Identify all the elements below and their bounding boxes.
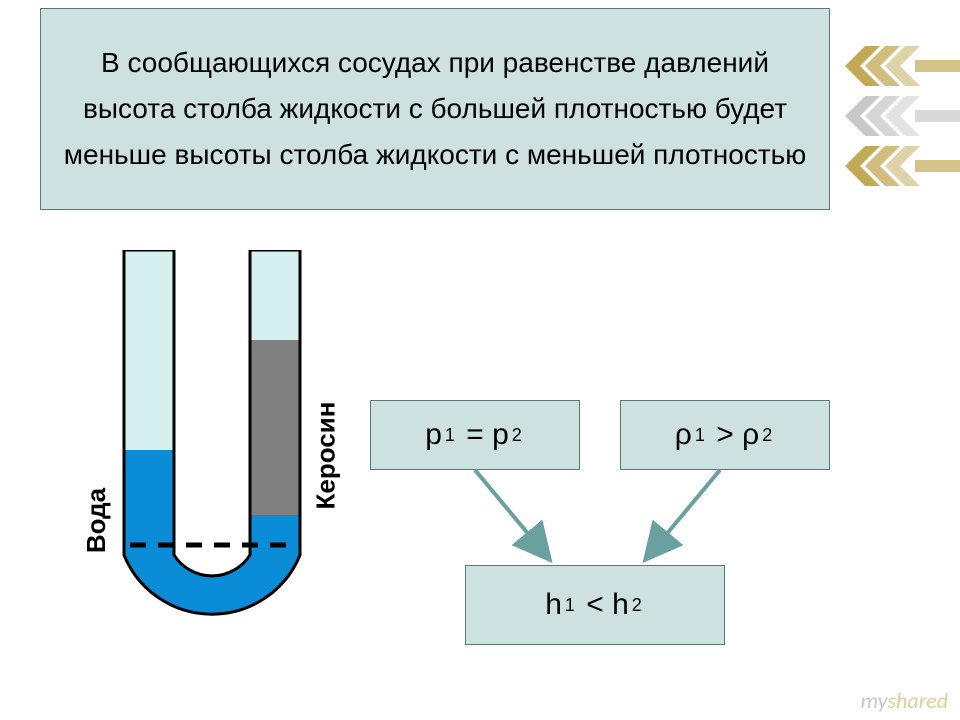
- h-symbol-1: h: [545, 588, 562, 622]
- equation-height: h 1 < h 2: [465, 565, 725, 645]
- u-tube-svg: [50, 250, 350, 660]
- p-sub-1: 1: [445, 425, 455, 446]
- title-box: В сообщающихся сосудах при равенстве дав…: [40, 8, 830, 210]
- h-sub-1: 1: [565, 595, 575, 616]
- label-water: Вода: [81, 488, 112, 553]
- rho-op: >: [716, 418, 734, 452]
- label-kerosene: Керосин: [310, 402, 341, 510]
- slide-ornament: [835, 36, 960, 206]
- p-symbol-1: p: [425, 418, 442, 452]
- equation-pressure: p 1 = p 2: [370, 400, 580, 470]
- watermark: myshared: [861, 687, 948, 714]
- p-symbol-2: p: [492, 418, 509, 452]
- equation-density: ρ 1 > ρ 2: [620, 400, 830, 470]
- p-op: =: [466, 418, 484, 452]
- ornament-svg: [835, 36, 960, 206]
- rho-symbol-1: ρ: [675, 418, 692, 452]
- rho-sub-1: 1: [695, 425, 705, 446]
- rho-symbol-2: ρ: [742, 418, 759, 452]
- p-sub-2: 2: [512, 425, 522, 446]
- h-op: <: [586, 588, 604, 622]
- u-tube-diagram: Вода Керосин: [50, 250, 350, 660]
- watermark-part2: shared: [887, 687, 948, 714]
- h-symbol-2: h: [612, 588, 629, 622]
- title-text: В сообщающихся сосудах при равенстве дав…: [61, 40, 809, 179]
- rho-sub-2: 2: [762, 425, 772, 446]
- watermark-part1: my: [861, 687, 888, 714]
- h-sub-2: 2: [632, 595, 642, 616]
